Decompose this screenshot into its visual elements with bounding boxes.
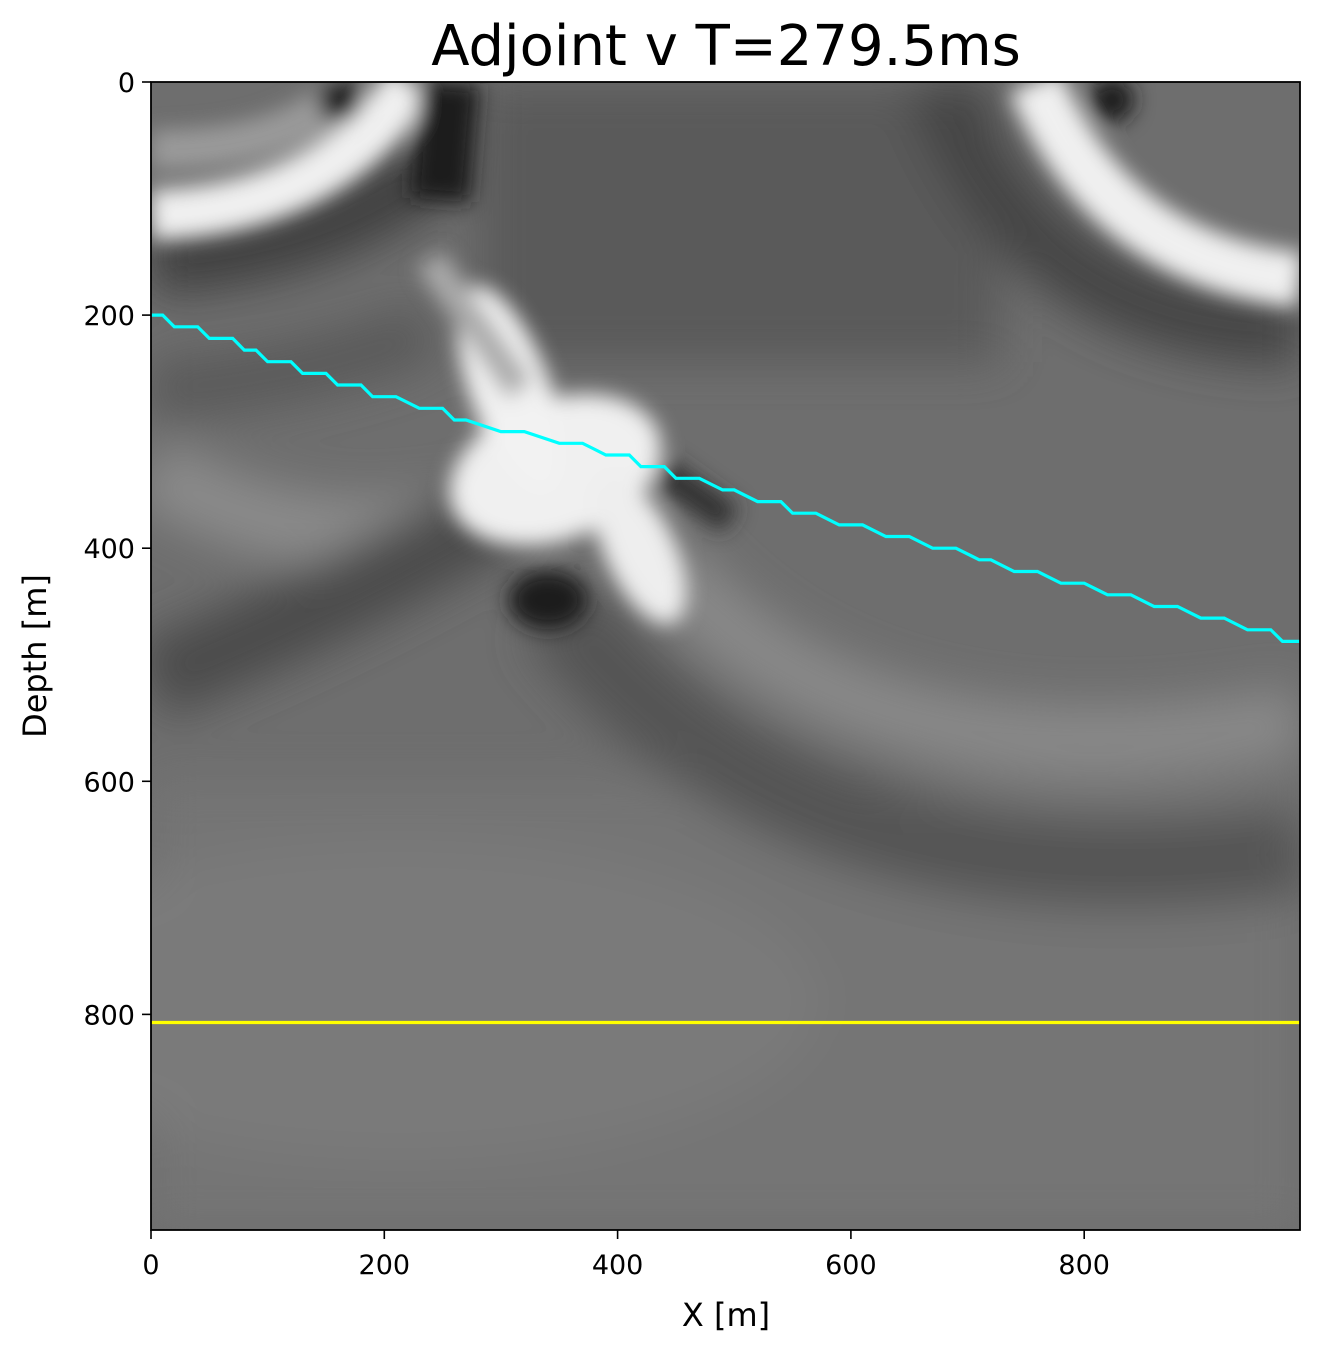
x-tick-label: 200 [359,1250,411,1281]
y-axis-label: Depth [m] [16,574,54,738]
y-axis-ticks: 0 200 400 600 800 [83,68,151,1031]
series-line-cyan [151,313,1300,643]
chart-title: Adjoint v T=279.5ms [431,14,1021,79]
y-tick-label: 200 [83,301,135,332]
y-tick-label: 0 [118,68,135,99]
x-axis-label: X [m] [682,1296,770,1334]
x-tick-label: 800 [1058,1250,1110,1281]
y-tick-label: 400 [83,534,135,565]
y-tick-label: 800 [83,1000,135,1031]
series-lines [151,313,1300,1025]
x-axis-ticks: 0 200 400 600 800 [142,1230,1110,1281]
heatmap-image [151,82,1300,1230]
y-tick-label: 600 [83,767,135,798]
x-tick-label: 0 [142,1250,159,1281]
x-tick-label: 400 [592,1250,644,1281]
plot-frame [150,81,1301,1231]
x-tick-label: 600 [825,1250,877,1281]
